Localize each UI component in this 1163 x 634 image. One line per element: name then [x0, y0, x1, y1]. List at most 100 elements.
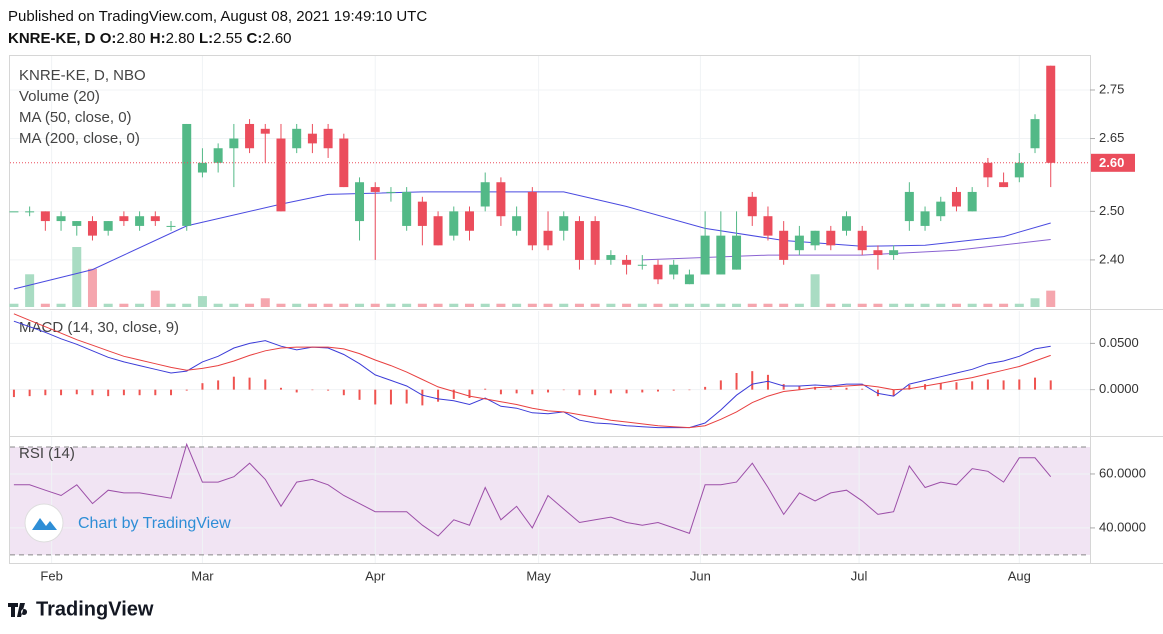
volume-bar [857, 303, 867, 307]
candle-body [213, 148, 223, 163]
histogram-bar [452, 389, 455, 399]
histogram-bar [751, 371, 754, 390]
volume-bar [936, 303, 946, 307]
published: Published on TradingView.com, August 08,… [8, 8, 427, 25]
histogram-bar [594, 389, 597, 396]
volume-bar [543, 303, 553, 307]
histogram-bar [499, 389, 502, 395]
watermark: Chart by TradingView [24, 503, 231, 543]
candle-body [433, 216, 443, 246]
histogram-bar [311, 389, 314, 391]
histogram-bar [829, 388, 832, 390]
panel-title: KNRE-KE, D, NBO [19, 67, 146, 84]
symbol: KNRE-KE, D [8, 30, 96, 47]
volume-bar [355, 303, 365, 307]
candle-body [480, 182, 490, 207]
histogram-bar [437, 389, 440, 402]
volume-bar [763, 303, 773, 307]
candle-body [1030, 119, 1040, 149]
volume-bar [574, 303, 584, 307]
volume-bar [449, 303, 459, 307]
histogram-bar [641, 389, 644, 393]
candle-body [920, 211, 930, 226]
signal-line [13, 313, 1051, 429]
candle-body [386, 191, 396, 193]
histogram-bar [12, 389, 15, 398]
histogram-bar [217, 380, 220, 390]
x-tick-label: Aug [1008, 568, 1031, 583]
histogram-bar [484, 388, 487, 390]
candle-body [732, 235, 742, 270]
candle-body [606, 255, 616, 260]
legend-entry: MA (200, close, 0) [19, 130, 140, 147]
volume-bar [637, 303, 647, 307]
volume-bar [590, 303, 600, 307]
candle-body [56, 216, 66, 222]
candle-body [72, 221, 82, 226]
volume-bar [810, 274, 820, 307]
panel-title: RSI (14) [19, 445, 75, 462]
volume-bar [622, 303, 632, 307]
ohlc-value: 2.55 [213, 30, 242, 47]
histogram-bar [468, 389, 471, 398]
candle-body [684, 274, 694, 285]
volume-bar [56, 303, 66, 307]
candle-body [747, 196, 757, 217]
candle-body [9, 211, 19, 213]
candle-body [700, 235, 710, 275]
histogram-bar [1002, 380, 1005, 390]
volume-bar [103, 303, 113, 307]
candle-body [889, 250, 899, 256]
ohlc-value: 2.80 [166, 30, 195, 47]
volume-bar [87, 268, 97, 307]
candle-body [779, 230, 789, 260]
histogram-bar [374, 389, 377, 405]
candle-body [936, 201, 946, 217]
histogram-bar [971, 381, 974, 390]
candle-body [292, 128, 302, 149]
volume-bar [684, 303, 694, 307]
y-tick-label: 0.0500 [1099, 335, 1139, 350]
volume-bar [512, 303, 522, 307]
histogram-bar [892, 389, 895, 397]
last-price-box [1091, 153, 1135, 172]
candle-body [370, 187, 380, 192]
logo: TradingView [8, 598, 154, 620]
volume-bar [480, 303, 490, 307]
candle-body [103, 221, 113, 231]
histogram-bar [845, 387, 848, 390]
watermark-icon [24, 503, 64, 543]
ohlc-key: H: [150, 30, 166, 47]
volume-bar [417, 303, 427, 307]
x-tick-label: Apr [365, 568, 386, 583]
volume-bar [842, 303, 852, 307]
histogram-bar [986, 379, 989, 390]
histogram-bar [201, 383, 204, 390]
histogram-bar [766, 374, 769, 390]
histogram-bar [955, 382, 958, 390]
candle-body [449, 211, 459, 236]
volume-bar [150, 290, 160, 307]
histogram-bar [1034, 377, 1037, 390]
histogram-bar [908, 385, 911, 390]
candle-body [87, 221, 97, 236]
candle-body [25, 211, 35, 213]
volume-bar [433, 303, 443, 307]
candle-body [999, 182, 1009, 188]
candle-body [559, 216, 569, 231]
volume-bar [135, 303, 145, 307]
volume-bar [873, 303, 883, 307]
candle-body [182, 123, 192, 226]
candle-body [951, 191, 961, 207]
volume-bar [260, 298, 270, 307]
volume-bar [904, 303, 914, 307]
histogram-bar [798, 385, 801, 390]
candle-body [245, 123, 255, 149]
ma-line [13, 191, 1051, 290]
candle-body [276, 138, 286, 212]
histogram-bar [421, 389, 424, 406]
y-tick-label: 2.65 [1099, 130, 1124, 145]
volume-bar [700, 303, 710, 307]
